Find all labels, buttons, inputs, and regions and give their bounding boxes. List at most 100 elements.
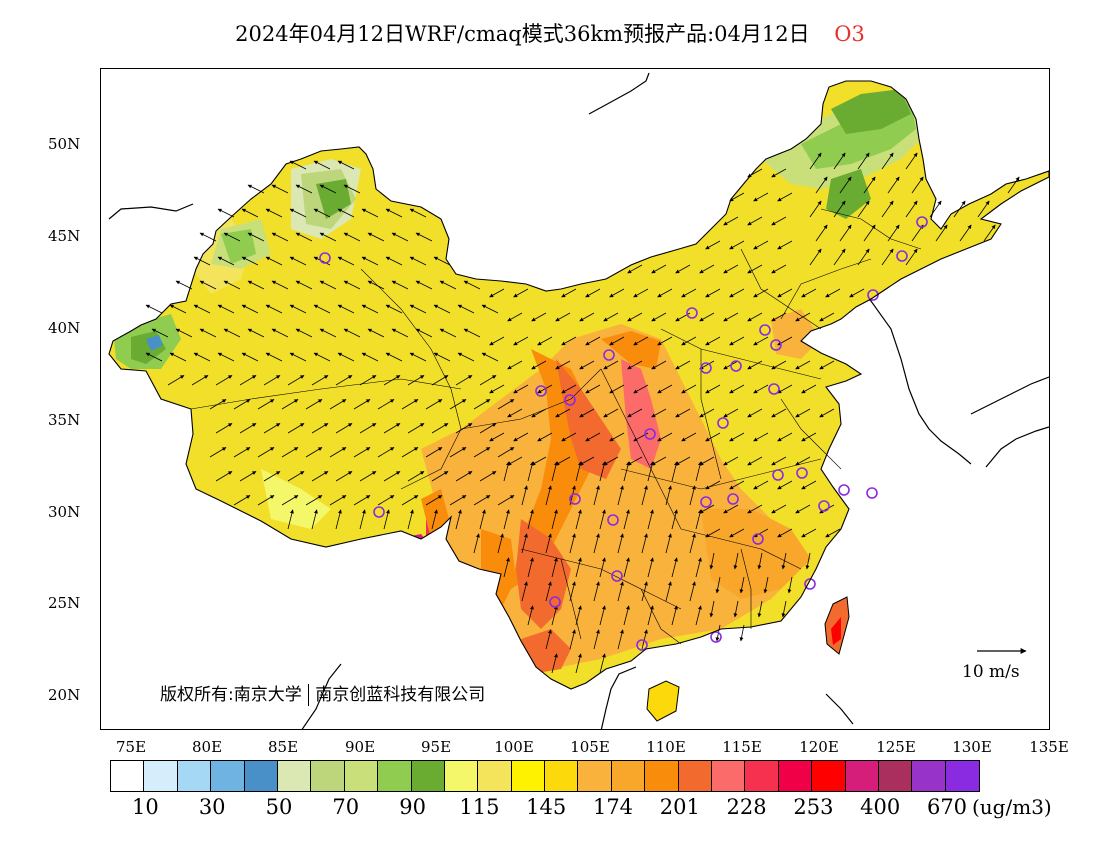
- wind-arrow: [415, 280, 433, 290]
- concentration-area: [556, 359, 621, 479]
- lat-label-20n: 20N: [48, 686, 81, 704]
- wind-arrow: [657, 384, 673, 394]
- wind-arrow: [335, 471, 353, 482]
- wind-arrow: [289, 208, 307, 218]
- wind-arrow: [449, 399, 467, 410]
- lat-label-35n: 35N: [48, 411, 81, 429]
- wind-arrow: [733, 552, 739, 570]
- station-marker: [535, 385, 547, 397]
- province-border: [640, 588, 682, 645]
- legend-label: 30: [198, 795, 226, 819]
- wind-arrow: [193, 304, 211, 314]
- wind-arrow: [705, 384, 721, 394]
- hainan-island: [646, 680, 680, 722]
- wind-arrow: [473, 399, 491, 410]
- wind-arrow: [651, 408, 667, 418]
- wind-arrow: [521, 533, 528, 554]
- wind-arrow: [747, 504, 763, 514]
- province-border: [740, 548, 752, 629]
- wind-arrow: [449, 447, 467, 458]
- wind-arrow: [551, 509, 558, 530]
- wind-arrow: [695, 509, 702, 530]
- wind-arrow: [561, 288, 577, 298]
- station-marker: [804, 578, 816, 590]
- wind-arrow: [305, 399, 323, 410]
- wind-arrow: [575, 461, 582, 482]
- wind-arrow: [209, 447, 227, 458]
- wind-arrow: [695, 557, 702, 578]
- legend-label: 400: [860, 795, 901, 819]
- wind-arrow: [425, 447, 443, 458]
- wind-arrow: [329, 447, 347, 458]
- wind-arrow: [329, 495, 347, 506]
- wind-arrow: [383, 471, 401, 482]
- wind-arrow: [641, 581, 648, 602]
- wind-arrow: [651, 360, 667, 370]
- wind-arrow: [857, 152, 870, 170]
- legend-unit: (ug/m3): [972, 795, 1052, 819]
- wind-arrow: [729, 384, 745, 394]
- concentration-area: [221, 229, 256, 264]
- station-marker: [768, 383, 780, 395]
- wind-arrow: [281, 399, 299, 410]
- wind-arrow: [575, 605, 582, 626]
- wind-arrow: [801, 528, 817, 538]
- wind-arrow: [295, 184, 313, 194]
- wind-arrow: [473, 447, 491, 458]
- wind-arrow: [383, 509, 390, 530]
- wind-arrow: [747, 264, 763, 274]
- legend-label: 70: [332, 795, 360, 819]
- copyright-owner-1: 版权所有:南京大学: [160, 685, 302, 705]
- wind-arrow: [753, 288, 769, 298]
- wind-arrow: [617, 581, 624, 602]
- wind-arrow: [753, 192, 769, 202]
- wind-arrow: [175, 280, 193, 290]
- wind-arrow: [651, 264, 667, 274]
- station-marker: [916, 216, 928, 228]
- legend-label: 228: [726, 795, 767, 819]
- wind-arrow: [191, 375, 209, 386]
- wind-arrow: [215, 375, 233, 386]
- wind-arrow: [863, 224, 876, 242]
- coastline-philippines: [825, 693, 854, 725]
- legend-swatch: [678, 761, 713, 791]
- forecast-map[interactable]: [100, 68, 1050, 730]
- wind-arrow: [353, 399, 371, 410]
- concentration-area: [701, 509, 811, 599]
- legend-swatch: [244, 761, 278, 791]
- wind-arrow: [657, 432, 673, 442]
- wind-arrow: [337, 256, 355, 266]
- wind-arrow: [959, 224, 972, 242]
- wind-arrow: [729, 432, 745, 442]
- wind-arrow: [839, 176, 852, 194]
- wind-arrow: [575, 509, 582, 530]
- wind-arrow: [617, 629, 624, 650]
- wind-arrow: [585, 432, 601, 442]
- wind-arrow: [641, 533, 648, 554]
- wind-arrow: [391, 328, 409, 338]
- wind-arrow: [241, 256, 259, 266]
- wind-arrow: [753, 384, 769, 394]
- concentration-area: [396, 534, 431, 569]
- wind-arrow: [241, 352, 259, 362]
- wind-arrow: [689, 533, 696, 554]
- wind-arrow: [415, 232, 433, 242]
- wind-arrow: [627, 360, 643, 370]
- wind-arrow: [169, 352, 187, 362]
- wind-arrow: [407, 471, 425, 482]
- wind-arrow: [705, 240, 721, 250]
- coastline-japan-south: [985, 426, 1049, 468]
- wind-arrow: [905, 248, 918, 266]
- legend-label: 670: [926, 795, 968, 819]
- color-legend: [110, 760, 981, 792]
- wind-arrow: [507, 408, 523, 418]
- concentration-area: [831, 89, 911, 134]
- legend-swatch: [945, 761, 980, 791]
- wind-arrow: [385, 208, 403, 218]
- wind-arrow: [753, 240, 769, 250]
- wind-arrow: [561, 384, 577, 394]
- wind-arrow: [599, 509, 606, 530]
- wind-arrow: [217, 208, 235, 218]
- wind-arrow: [857, 200, 870, 218]
- wind-arrow: [377, 399, 395, 410]
